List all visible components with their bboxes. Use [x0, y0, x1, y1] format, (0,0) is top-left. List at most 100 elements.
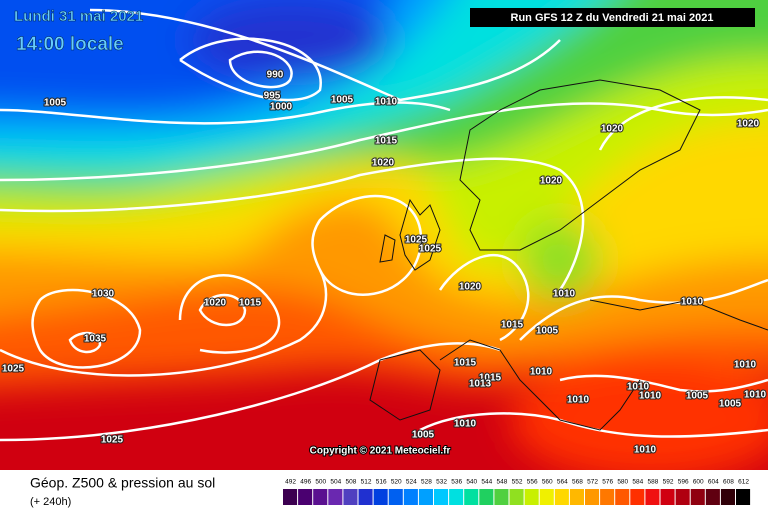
isobar-label: 1035	[84, 334, 107, 345]
scale-label: 592	[663, 479, 674, 486]
scale-swatch	[464, 489, 479, 505]
scale-swatch	[690, 489, 705, 505]
isobar-label: 1010	[454, 419, 477, 430]
scale-swatch	[585, 489, 600, 505]
isobar-label: 1015	[454, 358, 477, 369]
scale-swatch	[479, 489, 494, 505]
scale-swatch	[358, 489, 373, 505]
run-box	[470, 8, 755, 27]
scale-label: 512	[361, 479, 372, 486]
isobar-label: 1020	[459, 282, 482, 293]
isobar-label: 1010	[530, 367, 553, 378]
scale-swatch	[434, 489, 449, 505]
isobar-label: 1015	[479, 373, 502, 384]
scale-swatch	[298, 489, 313, 505]
isobar-label: 1025	[405, 235, 428, 246]
scale-label: 500	[315, 479, 326, 486]
scale-label: 600	[693, 479, 704, 486]
scale-label: 596	[678, 479, 689, 486]
scale-label: 580	[617, 479, 628, 486]
scale-swatch	[645, 489, 660, 505]
run-info: Run GFS 12 Z du Vendredi 21 mai 2021	[511, 12, 714, 24]
copyright: Copyright © 2021 Meteociel.fr	[310, 446, 451, 457]
scale-label: 548	[497, 479, 508, 486]
isobar-label: 1020	[372, 158, 395, 169]
scale-label: 564	[557, 479, 568, 486]
scale-label: 576	[602, 479, 613, 486]
scale-swatch	[328, 489, 343, 505]
scale-label: 584	[632, 479, 643, 486]
isobar-label: 1015	[501, 320, 524, 331]
scale-swatch	[615, 489, 630, 505]
isobar-label: 1005	[412, 430, 435, 441]
scale-label: 532	[436, 479, 447, 486]
isobar-label: 1010	[553, 289, 576, 300]
scale-label: 556	[527, 479, 538, 486]
scale-swatch	[494, 489, 509, 505]
isobar-label: 1013	[469, 379, 492, 390]
scale-swatch	[660, 489, 675, 505]
scale-label: 560	[542, 479, 553, 486]
isobar-label: 1020	[204, 298, 227, 309]
scale-swatch	[600, 489, 615, 505]
scale-swatch	[373, 489, 388, 505]
scale-swatch	[449, 489, 464, 505]
isobar-label: 1005	[44, 98, 67, 109]
isobar-label: 990	[267, 70, 284, 81]
scale-swatch	[403, 489, 418, 505]
scale-swatch	[283, 489, 298, 505]
isobar-label: 1015	[239, 298, 262, 309]
date: Lundi 31 mai 2021	[14, 8, 143, 25]
footer-title: Géop. Z500 & pression au sol	[30, 475, 215, 491]
isobar-label: 1020	[601, 124, 624, 135]
isobar-label: 995	[264, 91, 281, 102]
isobar-label: 1020	[540, 176, 563, 187]
scale-swatch	[736, 489, 751, 505]
coastlines	[369, 79, 768, 431]
scale-swatch	[524, 489, 539, 505]
scale-swatch	[418, 489, 433, 505]
scale-label: 568	[572, 479, 583, 486]
isobar-label: 1010	[639, 391, 662, 402]
isobar-label: 1020	[737, 119, 760, 130]
scale-label: 508	[346, 479, 357, 486]
scale-swatch	[675, 489, 690, 505]
isobar-label: 1015	[375, 136, 398, 147]
isobar-label: 1005	[686, 391, 709, 402]
scale-label: 536	[451, 479, 462, 486]
isobar-label: 1010	[634, 445, 657, 456]
scale-label: 608	[723, 479, 734, 486]
scale-label: 604	[708, 479, 719, 486]
scale-swatch	[509, 489, 524, 505]
scale-label: 544	[481, 479, 492, 486]
scale-label: 572	[587, 479, 598, 486]
scale-label: 540	[466, 479, 477, 486]
scale-label: 504	[330, 479, 341, 486]
scale-label: 492	[285, 479, 296, 486]
scale-label: 524	[406, 479, 417, 486]
isobar-label: 1030	[92, 289, 115, 300]
scale-label: 588	[648, 479, 659, 486]
scale-swatch	[554, 489, 569, 505]
scale-swatch	[343, 489, 358, 505]
scale-label: 516	[376, 479, 387, 486]
isobar-label: 1000	[270, 102, 293, 113]
scale-label: 496	[300, 479, 311, 486]
isobar-label: 1005	[536, 326, 559, 337]
scale-swatch	[630, 489, 645, 505]
isobar-label: 1010	[734, 360, 757, 371]
scale-swatch	[313, 489, 328, 505]
isobar-label: 1010	[744, 390, 767, 401]
scale-swatch	[705, 489, 720, 505]
isobar-label: 1010	[681, 297, 704, 308]
scale-swatch	[388, 489, 403, 505]
isobar-label: 1005	[719, 399, 742, 410]
scale-label: 528	[421, 479, 432, 486]
isobar-label: 1025	[419, 244, 442, 255]
scale-label: 520	[391, 479, 402, 486]
isobar-label: 1005	[331, 95, 354, 106]
local-time: 14:00 locale	[16, 34, 124, 55]
footer-lead: (+ 240h)	[30, 496, 71, 508]
